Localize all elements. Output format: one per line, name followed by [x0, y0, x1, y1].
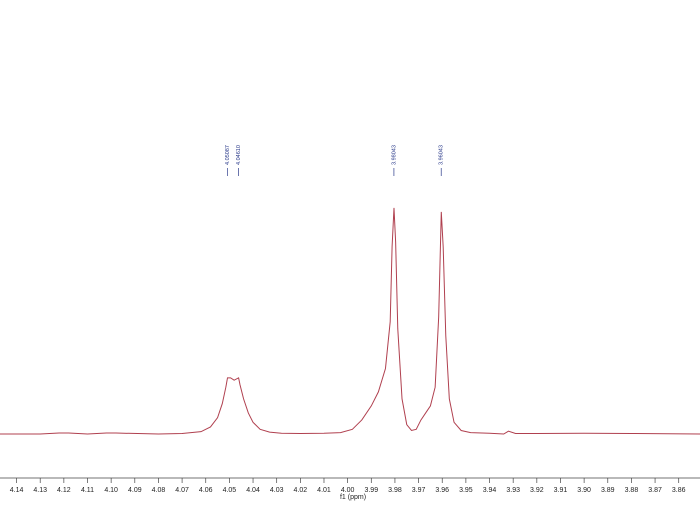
x-tick-label: 3.91 — [554, 487, 568, 494]
x-tick-label: 4.05 — [223, 487, 237, 494]
x-tick-label: 4.08 — [152, 487, 166, 494]
peak-label: 4.05087 — [225, 145, 231, 165]
x-axis-label: f1 (ppm) — [340, 494, 366, 501]
x-tick-label: 4.12 — [57, 487, 71, 494]
x-tick-label: 4.01 — [317, 487, 331, 494]
x-tick-label: 3.96 — [435, 487, 449, 494]
peak-label: 4.04610 — [236, 145, 242, 165]
x-tick-label: 3.86 — [672, 487, 686, 494]
x-tick-label: 3.94 — [483, 487, 497, 494]
x-tick-label: 3.97 — [412, 487, 426, 494]
x-tick-label: 4.11 — [81, 487, 94, 494]
x-tick-label: 3.90 — [577, 487, 591, 494]
x-tick-label: 4.00 — [341, 487, 355, 494]
x-tick-label: 3.98 — [388, 487, 402, 494]
x-tick-label: 3.87 — [648, 487, 662, 494]
x-tick-label: 4.09 — [128, 487, 142, 494]
peak-label: 3.96043 — [439, 145, 445, 165]
peak-label: 3.98043 — [391, 145, 397, 165]
x-tick-label: 3.88 — [625, 487, 639, 494]
x-tick-label: 3.92 — [530, 487, 544, 494]
x-tick-label: 3.93 — [506, 487, 520, 494]
x-tick-label: 4.06 — [199, 487, 213, 494]
x-tick-label: 3.95 — [459, 487, 473, 494]
x-tick-label: 4.03 — [270, 487, 284, 494]
x-tick-label: 3.99 — [364, 487, 378, 494]
x-tick-label: 4.10 — [104, 487, 118, 494]
x-tick-label: 4.13 — [33, 487, 47, 494]
x-tick-label: 4.02 — [294, 487, 308, 494]
x-tick-label: 4.07 — [175, 487, 189, 494]
x-tick-label: 3.89 — [601, 487, 615, 494]
x-tick-label: 4.04 — [246, 487, 260, 494]
spectrum-line — [0, 207, 700, 435]
x-tick-label: 4.14 — [10, 487, 24, 494]
